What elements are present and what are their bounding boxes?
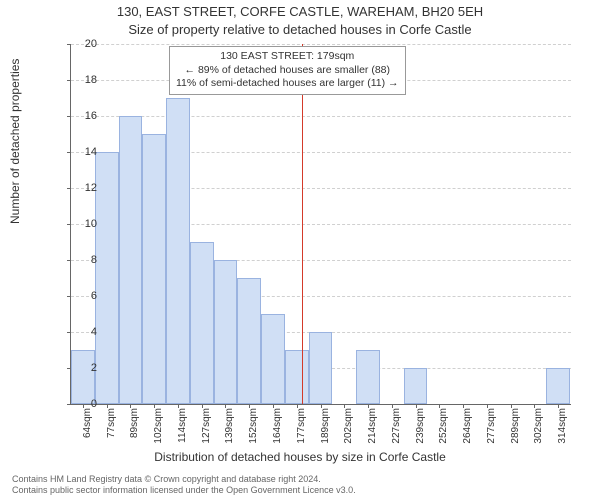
histogram-plot-area: 130 EAST STREET: 179sqm← 89% of detached… [70,44,571,405]
xtick-label: 302sqm [533,408,544,458]
ytick-label: 20 [67,38,97,50]
chart-title-line1: 130, EAST STREET, CORFE CASTLE, WAREHAM,… [0,4,600,19]
xtick-label: 77sqm [106,408,117,458]
histogram-bar [142,134,166,404]
histogram-bar [261,314,285,404]
annotation-box: 130 EAST STREET: 179sqm← 89% of detached… [169,46,406,95]
xtick-label: 152sqm [248,408,259,458]
ytick-label: 10 [67,218,97,230]
histogram-bar [356,350,380,404]
histogram-bar [95,152,119,404]
xtick-label: 239sqm [415,408,426,458]
reference-line [302,44,303,404]
xtick-label: 214sqm [367,408,378,458]
ytick-label: 18 [67,74,97,86]
ytick-label: 2 [67,362,97,374]
xtick-label: 64sqm [82,408,93,458]
chart-footer: Contains HM Land Registry data © Crown c… [12,474,356,496]
histogram-bar [214,260,238,404]
histogram-bar [190,242,214,404]
xtick-label: 114sqm [177,408,188,458]
histogram-bar [404,368,428,404]
xtick-label: 177sqm [296,408,307,458]
histogram-bar [546,368,570,404]
footer-line2: Contains public sector information licen… [12,485,356,496]
y-axis-label: Number of detached properties [8,59,22,224]
xtick-label: 127sqm [201,408,212,458]
xtick-label: 277sqm [486,408,497,458]
ytick-label: 16 [67,110,97,122]
gridline [71,44,571,45]
gridline [71,116,571,117]
histogram-bar [166,98,190,404]
footer-line1: Contains HM Land Registry data © Crown c… [12,474,356,485]
xtick-label: 164sqm [272,408,283,458]
xtick-label: 89sqm [129,408,140,458]
xtick-label: 264sqm [462,408,473,458]
annotation-line1: 130 EAST STREET: 179sqm [176,50,399,64]
histogram-bar [71,350,95,404]
ytick-label: 6 [67,290,97,302]
xtick-label: 102sqm [153,408,164,458]
xtick-label: 314sqm [557,408,568,458]
ytick-label: 4 [67,326,97,338]
annotation-line2: ← 89% of detached houses are smaller (88… [176,64,399,78]
xtick-label: 202sqm [343,408,354,458]
xtick-label: 139sqm [224,408,235,458]
xtick-label: 227sqm [391,408,402,458]
chart-title-line2: Size of property relative to detached ho… [0,22,600,37]
annotation-line3: 11% of semi-detached houses are larger (… [176,77,399,91]
xtick-label: 289sqm [510,408,521,458]
histogram-bar [285,350,309,404]
histogram-bar [119,116,143,404]
ytick-label: 14 [67,146,97,158]
ytick-label: 12 [67,182,97,194]
xtick-label: 252sqm [438,408,449,458]
histogram-bar [309,332,333,404]
xtick-label: 189sqm [320,408,331,458]
histogram-bar [237,278,261,404]
ytick-label: 8 [67,254,97,266]
